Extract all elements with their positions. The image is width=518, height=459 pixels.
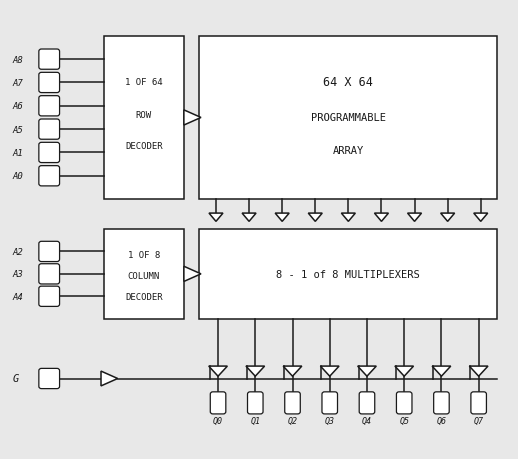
FancyBboxPatch shape <box>322 392 338 414</box>
Polygon shape <box>321 366 339 376</box>
Text: ARRAY: ARRAY <box>333 146 364 156</box>
Text: Q1: Q1 <box>250 416 260 425</box>
FancyBboxPatch shape <box>39 369 60 389</box>
Text: PROGRAMMABLE: PROGRAMMABLE <box>311 113 386 123</box>
Text: A1: A1 <box>13 149 24 157</box>
FancyBboxPatch shape <box>210 392 226 414</box>
Polygon shape <box>395 366 413 376</box>
Bar <box>104 230 184 319</box>
Text: A4: A4 <box>13 292 24 301</box>
Text: DECODER: DECODER <box>125 141 163 151</box>
FancyBboxPatch shape <box>39 242 60 262</box>
Text: A2: A2 <box>13 247 24 257</box>
FancyBboxPatch shape <box>39 166 60 186</box>
FancyBboxPatch shape <box>39 143 60 163</box>
Text: Q2: Q2 <box>287 416 297 425</box>
FancyBboxPatch shape <box>39 50 60 70</box>
Text: Q4: Q4 <box>362 416 372 425</box>
FancyBboxPatch shape <box>39 96 60 117</box>
Polygon shape <box>408 213 422 222</box>
Text: Q6: Q6 <box>437 416 447 425</box>
Polygon shape <box>432 366 451 376</box>
Text: ROW: ROW <box>136 111 152 119</box>
FancyBboxPatch shape <box>471 392 486 414</box>
Text: Q3: Q3 <box>325 416 335 425</box>
Text: Q5: Q5 <box>399 416 409 425</box>
Text: 1 OF 64: 1 OF 64 <box>125 78 163 87</box>
Polygon shape <box>474 213 488 222</box>
Polygon shape <box>275 213 289 222</box>
Text: 8 - 1 of 8 MULTIPLEXERS: 8 - 1 of 8 MULTIPLEXERS <box>277 269 420 279</box>
Text: DECODER: DECODER <box>125 292 163 301</box>
FancyBboxPatch shape <box>39 120 60 140</box>
FancyBboxPatch shape <box>248 392 263 414</box>
FancyBboxPatch shape <box>39 286 60 307</box>
Polygon shape <box>469 366 488 376</box>
Polygon shape <box>246 366 265 376</box>
FancyBboxPatch shape <box>285 392 300 414</box>
Text: Q0: Q0 <box>213 416 223 425</box>
Polygon shape <box>209 213 223 222</box>
Text: A3: A3 <box>13 270 24 279</box>
FancyBboxPatch shape <box>434 392 449 414</box>
Bar <box>199 37 497 200</box>
Text: A8: A8 <box>13 56 24 64</box>
Polygon shape <box>209 366 227 376</box>
Text: Q7: Q7 <box>473 416 484 425</box>
FancyBboxPatch shape <box>39 264 60 285</box>
Polygon shape <box>308 213 322 222</box>
FancyBboxPatch shape <box>359 392 375 414</box>
Text: A6: A6 <box>13 102 24 111</box>
Polygon shape <box>283 366 302 376</box>
Polygon shape <box>441 213 455 222</box>
FancyBboxPatch shape <box>396 392 412 414</box>
Polygon shape <box>341 213 355 222</box>
FancyBboxPatch shape <box>39 73 60 93</box>
Text: 64 X 64: 64 X 64 <box>323 76 373 89</box>
Polygon shape <box>184 111 201 126</box>
Polygon shape <box>357 366 376 376</box>
Polygon shape <box>242 213 256 222</box>
Text: G: G <box>12 374 19 384</box>
Text: 1 OF 8: 1 OF 8 <box>127 250 160 259</box>
Bar <box>104 37 184 200</box>
Polygon shape <box>375 213 388 222</box>
Text: COLUMN: COLUMN <box>127 272 160 280</box>
Text: A7: A7 <box>13 79 24 88</box>
Polygon shape <box>101 371 118 386</box>
Text: A0: A0 <box>13 172 24 181</box>
Text: A5: A5 <box>13 125 24 134</box>
Polygon shape <box>184 267 201 282</box>
Bar <box>199 230 497 319</box>
